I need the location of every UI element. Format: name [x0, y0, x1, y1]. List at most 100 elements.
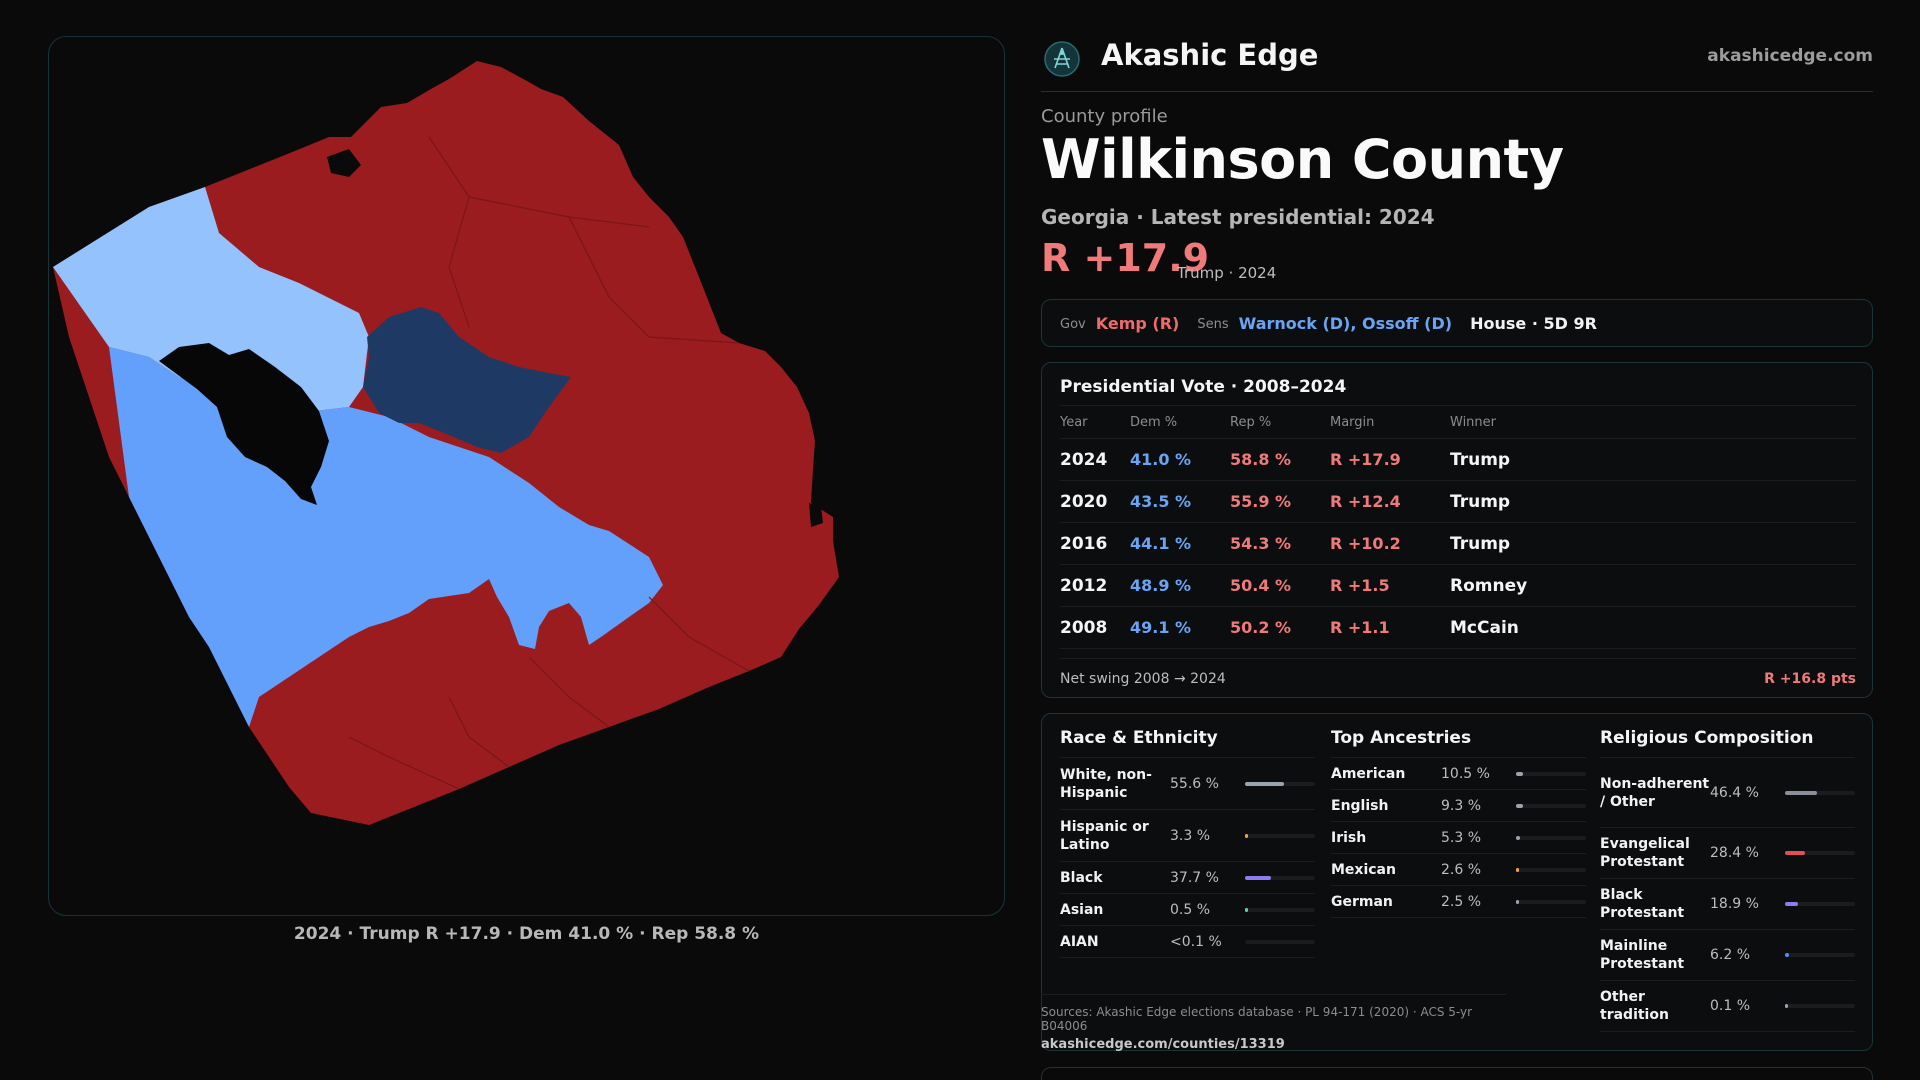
race-bar-fill — [1245, 875, 1272, 880]
row-year: 2024 — [1060, 449, 1108, 470]
ancestry-list: American 10.5 % English 9.3 % Irish 5.3 % Mexi… — [1331, 758, 1586, 918]
county-map[interactable] — [49, 37, 1005, 916]
row-margin: R +1.1 — [1330, 618, 1390, 637]
race-bar-fill — [1245, 833, 1248, 838]
row-winner: Trump — [1450, 491, 1511, 512]
presidential-card: Presidential Vote · 2008–2024 Year Dem %… — [1041, 362, 1873, 698]
religion-label: Non-adherent / Other — [1600, 775, 1710, 810]
map-notch — [327, 149, 361, 177]
race-label: AIAN — [1060, 933, 1099, 950]
religion-bar-track — [1785, 790, 1855, 795]
ancestry-label: Irish — [1331, 829, 1367, 846]
race-row: Asian 0.5 % — [1060, 894, 1315, 926]
ancestry-bar-fill — [1516, 803, 1523, 808]
row-year: 2008 — [1060, 617, 1108, 638]
race-row: Black 37.7 % — [1060, 862, 1315, 894]
ancestry-title: Top Ancestries — [1331, 728, 1586, 758]
religion-bar-fill — [1785, 902, 1799, 906]
table-header: Year Dem % Rep % Margin Winner — [1060, 405, 1856, 439]
row-winner: McCain — [1450, 617, 1519, 638]
race-row: Hispanic or Latino 3.3 % — [1060, 810, 1315, 862]
race-label: Black — [1060, 869, 1103, 886]
sources-footer: Sources: Akashic Edge elections database… — [1041, 994, 1506, 1052]
row-dem: 41.0 % — [1130, 450, 1192, 469]
ancestry-label: German — [1331, 893, 1393, 910]
row-margin: R +1.5 — [1330, 576, 1390, 595]
row-year: 2012 — [1060, 575, 1108, 596]
swing-divider — [1060, 658, 1856, 659]
page-title: Wilkinson County — [1041, 128, 1564, 191]
ancestry-bar-track — [1516, 899, 1586, 904]
header-year: Year — [1060, 414, 1088, 430]
headline-margin: R +17.9 — [1041, 236, 1210, 280]
brand-url[interactable]: akashicedge.com — [1707, 46, 1873, 66]
ancestry-value: 2.6 % — [1441, 861, 1482, 878]
religion-bar-track — [1785, 953, 1855, 957]
race-list: White, non-Hispanic 55.6 % Hispanic or Lat… — [1060, 758, 1315, 958]
row-dem: 43.5 % — [1130, 492, 1192, 511]
precinct-dark-blue[interactable] — [363, 307, 571, 453]
religion-row: Other tradition 0.1 % — [1600, 981, 1855, 1032]
religion-bar-track — [1785, 1004, 1855, 1008]
brand-name[interactable]: Akashic Edge — [1101, 38, 1319, 72]
race-value: 3.3 % — [1170, 827, 1211, 844]
religion-row: Evangelical Protestant 28.4 % — [1600, 828, 1855, 879]
row-rep: 50.2 % — [1230, 618, 1292, 637]
race-bar-track — [1245, 875, 1315, 880]
row-rep: 54.3 % — [1230, 534, 1292, 553]
sources-link[interactable]: akashicedge.com/counties/13319 — [1041, 1037, 1285, 1052]
row-rep: 55.9 % — [1230, 492, 1292, 511]
county-map-panel[interactable] — [48, 36, 1005, 916]
religion-list: Non-adherent / Other 46.4 % Evangelical Pr… — [1600, 758, 1855, 1032]
brand-bar: Akashic Edge akashicedge.com — [1041, 34, 1873, 92]
ancestry-bar-track — [1516, 803, 1586, 808]
religion-value: 18.9 % — [1710, 896, 1759, 912]
religion-value: 0.1 % — [1710, 998, 1751, 1014]
ancestry-bar-track — [1516, 771, 1586, 776]
officials-bar: Gov Kemp (R) Sens Warnock (D), Ossoff (D… — [1041, 299, 1873, 347]
race-bar-track — [1245, 833, 1315, 838]
religion-column: Religious Composition Non-adherent / Oth… — [1600, 728, 1855, 1032]
ancestry-bar-fill — [1516, 835, 1520, 840]
religion-bar-fill — [1785, 851, 1805, 855]
ancestry-row: American 10.5 % — [1331, 758, 1586, 790]
race-value: 0.5 % — [1170, 901, 1211, 918]
row-winner: Romney — [1450, 575, 1528, 596]
gov-value: Kemp (R) — [1095, 313, 1180, 333]
table-row: 2024 41.0 % 58.8 % R +17.9 Trump — [1060, 439, 1856, 481]
sens-label: Sens — [1197, 317, 1229, 332]
race-bar-fill — [1245, 907, 1248, 912]
ancestry-label: Mexican — [1331, 861, 1396, 878]
swing-label: Net swing 2008 → 2024 — [1060, 671, 1226, 687]
header-margin: Margin — [1330, 414, 1375, 430]
race-title: Race & Ethnicity — [1060, 728, 1315, 758]
race-label: White, non-Hispanic — [1060, 766, 1152, 801]
race-row: White, non-Hispanic 55.6 % — [1060, 758, 1315, 810]
precinct-black[interactable] — [159, 343, 329, 505]
row-margin: R +12.4 — [1330, 492, 1401, 511]
row-rep: 50.4 % — [1230, 576, 1292, 595]
ancestry-row: Mexican 2.6 % — [1331, 854, 1586, 886]
row-margin: R +17.9 — [1330, 450, 1401, 469]
row-dem: 49.1 % — [1130, 618, 1192, 637]
precinct-boundary — [348, 136, 750, 790]
race-value: 55.6 % — [1170, 775, 1219, 792]
precinct-light-blue[interactable] — [53, 187, 369, 413]
ancestry-label: American — [1331, 765, 1406, 782]
ancestry-bar-track — [1516, 835, 1586, 840]
religion-bar-track — [1785, 851, 1855, 855]
header-rep: Rep % — [1230, 414, 1272, 430]
race-bar-fill — [1245, 781, 1284, 786]
ancestry-bar-fill — [1516, 867, 1519, 872]
row-rep: 58.8 % — [1230, 450, 1292, 469]
row-year: 2016 — [1060, 533, 1108, 554]
race-row: AIAN <0.1 % — [1060, 926, 1315, 958]
headline-margin-note: Trump · 2024 — [1177, 264, 1277, 282]
religion-bar-fill — [1785, 953, 1790, 957]
race-value: <0.1 % — [1170, 933, 1222, 950]
race-value: 37.7 % — [1170, 869, 1219, 886]
map-notch-right — [809, 503, 823, 527]
ancestry-value: 5.3 % — [1441, 829, 1482, 846]
religion-value: 28.4 % — [1710, 845, 1759, 861]
ancestry-value: 2.5 % — [1441, 893, 1482, 910]
